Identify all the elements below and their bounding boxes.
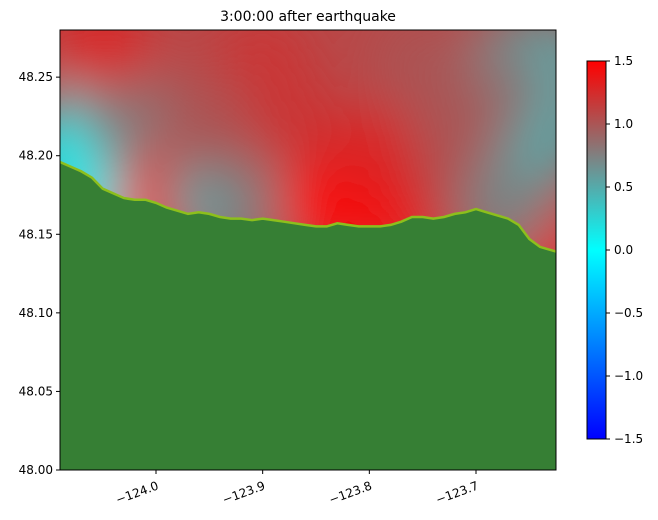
colorbar-tick-label-4: 0.5 (614, 180, 633, 194)
y-axis: 48.00 48.05 48.10 48.15 48.20 48.25 (19, 70, 60, 477)
land-region (60, 162, 556, 470)
field-point-14 (321, 107, 418, 204)
field-point-29 (406, 76, 503, 173)
y-tick-label-2: 48.10 (19, 306, 53, 320)
y-tick-label-4: 48.20 (19, 149, 53, 163)
x-tick-label-0: −124.0 (114, 479, 161, 507)
x-tick-label-1: −123.9 (221, 479, 268, 507)
plot-area (60, 30, 556, 470)
colorbar-tick-label-5: 1.0 (614, 117, 633, 131)
colorbar-tick-label-3: 0.0 (614, 243, 633, 257)
y-tick-label-3: 48.15 (19, 227, 53, 241)
y-tick-label-1: 48.05 (19, 384, 53, 398)
colorbar-tick-label-6: 1.5 (614, 54, 633, 68)
chart-title: 3:00:00 after earthquake (220, 9, 396, 25)
y-tick-label-0: 48.00 (19, 463, 53, 477)
colorbar: −1.5 −1.0 −0.5 0.0 0.5 1.0 1.5 (586, 54, 643, 446)
coastline (60, 160, 556, 253)
plot-frame (59, 29, 557, 471)
colorbar-ticks: −1.5 −1.0 −0.5 0.0 0.5 1.0 1.5 (606, 54, 643, 446)
colorbar-tick-label-2: −0.5 (614, 306, 643, 320)
x-axis: −124.0 −123.9 −123.8 −123.7 (114, 470, 481, 507)
colorbar-gradient (586, 60, 607, 440)
x-tick-label-3: −123.7 (434, 479, 481, 507)
field-point-24 (60, 30, 151, 94)
x-tick-label-2: −123.8 (327, 479, 374, 507)
field-point-28 (246, 76, 343, 173)
colorbar-tick-label-1: −1.0 (614, 369, 643, 383)
field-point-27 (161, 76, 258, 173)
y-tick-label-5: 48.25 (19, 70, 53, 84)
colorbar-tick-label-0: −1.5 (614, 432, 643, 446)
